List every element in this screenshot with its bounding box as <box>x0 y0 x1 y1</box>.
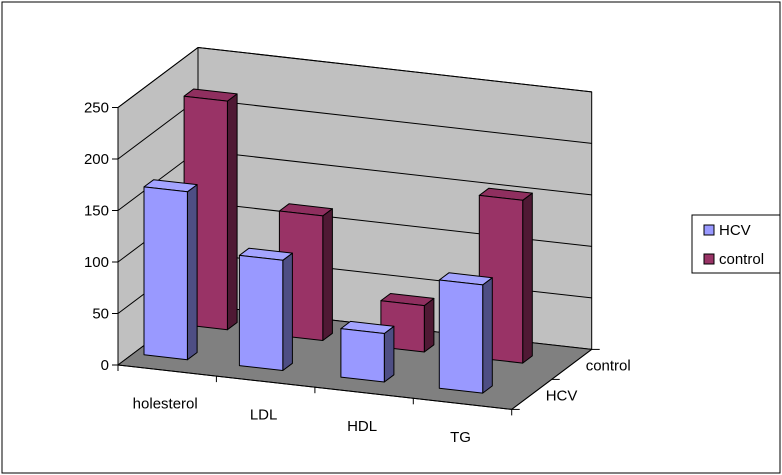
legend-label-control: control <box>719 251 764 268</box>
bar-side-HCV-HDL <box>383 325 395 383</box>
gridline-left-wall <box>117 47 199 108</box>
bar-HCV-HDL <box>340 328 385 383</box>
y-tick-label: 250 <box>84 100 109 117</box>
gridline-back-wall <box>197 150 592 196</box>
bar-HCV-LDL <box>238 254 284 371</box>
bar-side-control-HDL <box>423 297 435 353</box>
bar-side-control-holesterol <box>226 93 238 331</box>
y-tick-label: 200 <box>84 151 109 168</box>
bar-side-HCV-holesterol <box>186 184 198 361</box>
gridline-back-wall <box>197 47 592 93</box>
depth-tick-label: control <box>586 357 631 374</box>
bar-side-control-LDL <box>322 208 333 341</box>
legend: HCV control <box>691 214 781 274</box>
bar-side-HCV-TG <box>482 277 493 394</box>
bar-side-HCV-LDL <box>282 252 293 371</box>
x-tick-label: holesterol <box>133 396 198 413</box>
legend-label-hcv: HCV <box>719 222 751 239</box>
y-tick-label: 50 <box>92 306 109 323</box>
depth-tick-label: HCV <box>546 387 578 404</box>
bar-HCV-TG <box>438 279 484 394</box>
bar-HCV-holesterol <box>143 186 188 361</box>
plot-area: 0 50 100 150 200 250 holesterol LDL HDL TG HCV cont… <box>84 47 631 446</box>
x-tick-label: TG <box>450 429 471 446</box>
legend-swatch-hcv <box>703 224 715 236</box>
legend-swatch-control <box>703 253 715 265</box>
x-tick-label: LDL <box>250 407 278 424</box>
gridline-back-wall <box>197 98 592 144</box>
y-tick-label: 100 <box>84 254 109 271</box>
y-tick-label: 150 <box>84 203 109 220</box>
y-tick-label: 0 <box>101 357 109 374</box>
bar-side-control-TG <box>522 192 533 364</box>
x-tick-label: HDL <box>347 418 377 435</box>
